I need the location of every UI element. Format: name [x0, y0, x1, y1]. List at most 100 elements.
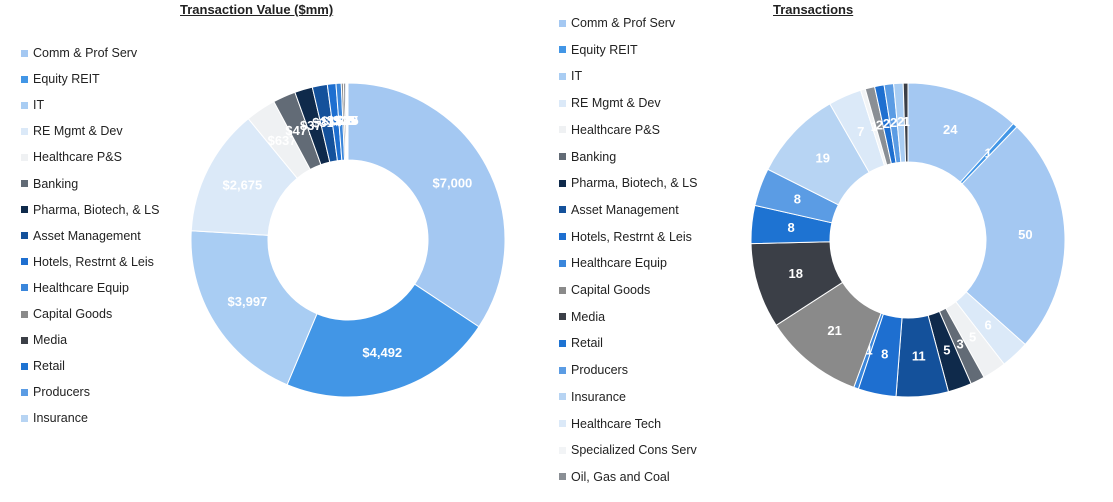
- slice-data-label: 2: [883, 116, 890, 131]
- legend-item-producers: Producers: [21, 385, 90, 399]
- legend-swatch: [21, 180, 28, 187]
- legend-item-banking: Banking: [559, 150, 616, 164]
- chart-title-transaction-value: Transaction Value ($mm): [180, 2, 334, 17]
- legend-label: Media: [33, 333, 68, 348]
- legend-label: Comm & Prof Serv: [571, 16, 676, 30]
- legend-swatch: [21, 310, 28, 318]
- legend-label: Healthcare Equip: [33, 280, 129, 295]
- legend-swatch: [559, 473, 566, 481]
- legend-swatch: [21, 232, 28, 240]
- legend-item-media: Media: [559, 310, 605, 324]
- slice-data-label: 8: [881, 347, 888, 362]
- legend-swatch: [559, 233, 566, 241]
- slice-data-label: $15: [337, 113, 359, 128]
- slice-data-label: $2,675: [223, 178, 263, 193]
- slice-data-label: 2: [897, 114, 904, 129]
- slice-data-label: $35: [334, 113, 356, 128]
- legend-item-insurance: Insurance: [21, 411, 88, 425]
- legend-swatch: [559, 339, 566, 347]
- chart-title-transactions: Transactions: [773, 2, 854, 17]
- legend-label: Banking: [33, 176, 79, 191]
- legend-label: Healthcare P&S: [33, 150, 122, 165]
- slice-data-label: 5: [943, 342, 950, 357]
- legend-item-healthcare-p-s: Healthcare P&S: [559, 123, 660, 137]
- slice-data-label: 50: [1018, 227, 1032, 242]
- legend-label: Media: [571, 309, 606, 324]
- legend-item-equity-reit: Equity REIT: [559, 43, 638, 57]
- legend-swatch: [21, 414, 28, 422]
- legend-label: Equity REIT: [571, 42, 638, 57]
- legend-label: Producers: [571, 363, 628, 378]
- legend-label: Pharma, Biotech, & LS: [571, 176, 698, 191]
- slice-data-label: 1: [985, 146, 992, 161]
- legend-item-pharma-biotech-ls: Pharma, Biotech, & LS: [21, 203, 159, 217]
- legend-item-media: Media: [21, 333, 67, 347]
- legend-label: Insurance: [571, 389, 626, 404]
- legend-label: Asset Management: [571, 202, 679, 217]
- legend-swatch: [559, 366, 566, 374]
- legend-label: Retail: [571, 336, 603, 351]
- legend-swatch: [21, 258, 28, 266]
- donut-slice: [286, 283, 480, 398]
- legend-label: Capital Goods: [571, 283, 651, 297]
- slice-data-label: 19: [815, 151, 829, 166]
- legend-swatch: [559, 99, 566, 107]
- legend-label: RE Mgmt & Dev: [571, 96, 661, 111]
- slice-data-label: 1: [866, 342, 873, 357]
- legend-item-re-mgmt-dev: RE Mgmt & Dev: [21, 124, 123, 138]
- legend-swatch: [559, 446, 566, 454]
- donut-chart-transaction-value: $7,000$4,492$3,997$2,675$637$477$375$315…: [190, 82, 506, 398]
- slice-data-label: 1: [871, 119, 878, 134]
- legend-swatch: [21, 101, 28, 109]
- legend-item-pharma-biotech-ls: Pharma, Biotech, & LS: [559, 176, 697, 190]
- legend-label: Pharma, Biotech, & LS: [33, 202, 160, 217]
- legend-label: Asset Management: [33, 228, 141, 243]
- donut-slice: [961, 126, 1066, 346]
- legend-label: Producers: [33, 385, 90, 400]
- legend-label: Oil, Gas and Coal: [571, 469, 670, 484]
- legend-item-comm-prof-serv: Comm & Prof Serv: [559, 16, 675, 30]
- legend-item-hotels-restrnt-leis: Hotels, Restrnt & Leis: [21, 255, 154, 269]
- slice-data-label: 11: [912, 348, 926, 363]
- legend-swatch: [21, 127, 28, 135]
- legend-label: Insurance: [33, 411, 88, 426]
- legend-item-producers: Producers: [559, 363, 628, 377]
- legend-swatch: [559, 19, 566, 27]
- legend-item-it: IT: [559, 69, 582, 83]
- slice-data-label: 21: [827, 323, 841, 338]
- legend-swatch: [21, 284, 28, 292]
- legend-item-capital-goods: Capital Goods: [559, 283, 650, 297]
- slice-data-label: $45: [333, 113, 355, 128]
- legend-swatch: [21, 336, 28, 344]
- legend-item-healthcare-equip: Healthcare Equip: [559, 256, 667, 270]
- slice-data-label: 6: [985, 317, 992, 332]
- legend-item-asset-management: Asset Management: [559, 203, 679, 217]
- legend-label: Specialized Cons Serv: [571, 443, 697, 458]
- slice-data-label: 3: [957, 337, 964, 352]
- legend-label: Equity REIT: [33, 72, 100, 87]
- legend-item-re-mgmt-dev: RE Mgmt & Dev: [559, 96, 661, 110]
- legend-swatch: [559, 259, 566, 267]
- slice-data-label: $3,997: [228, 294, 268, 309]
- slice-data-label: 5: [969, 330, 976, 345]
- slice-data-label: 7: [857, 124, 864, 139]
- legend-swatch: [559, 420, 566, 427]
- legend-swatch: [21, 362, 28, 370]
- legend-label: Retail: [33, 359, 65, 374]
- slice-data-label: 2: [876, 117, 883, 132]
- legend-swatch: [559, 179, 566, 187]
- legend-item-capital-goods: Capital Goods: [21, 307, 112, 321]
- donut-slice: [902, 82, 909, 163]
- legend-item-specialized-cons-serv: Specialized Cons Serv: [559, 443, 697, 457]
- legend-item-retail: Retail: [559, 336, 603, 350]
- legend-swatch: [559, 313, 566, 321]
- slice-data-label: 8: [794, 192, 801, 207]
- slice-data-label: 18: [788, 266, 802, 281]
- legend-swatch: [21, 49, 28, 57]
- donut-slice: [346, 82, 349, 161]
- legend-swatch: [559, 393, 566, 401]
- legend-swatch: [21, 75, 28, 83]
- legend-item-healthcare-p-s: Healthcare P&S: [21, 150, 122, 164]
- legend-label: Hotels, Restrnt & Leis: [33, 254, 154, 269]
